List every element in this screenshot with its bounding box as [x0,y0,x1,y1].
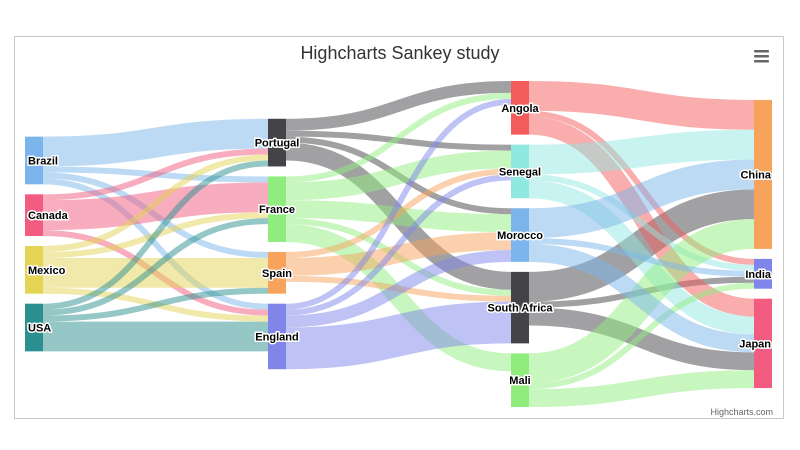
link-france-to-angola[interactable] [285,92,512,183]
chart-container: Highcharts Sankey study Brazil Canada Mexi… [14,36,784,419]
node-france[interactable] [268,176,286,242]
link-canada-to-portugal[interactable] [42,148,269,201]
link-mali-to-india[interactable] [528,282,755,390]
node-label-canada: Canada [28,210,69,222]
link-morocco-to-china[interactable] [528,159,755,239]
node-label-portugal: Portugal [255,138,300,150]
node-label-spain: Spain [262,268,292,280]
node-label-france: France [259,204,295,216]
sankey-chart: Highcharts Sankey study Brazil Canada Mexi… [25,43,774,417]
node-label-mexico: Mexico [28,265,66,277]
node-label-india: India [745,269,772,281]
chart-title: Highcharts Sankey study [300,43,499,63]
node-mexico[interactable] [25,246,43,294]
link-angola-to-japan[interactable] [528,116,755,317]
link-england-to-senegal[interactable] [285,174,512,316]
node-mali[interactable] [511,353,529,407]
link-england-to-morocco[interactable] [285,249,512,328]
node-label-south-africa: South Africa [488,303,554,315]
links-layer [42,80,755,408]
link-mali-to-japan[interactable] [528,370,755,408]
node-china[interactable] [754,99,772,249]
node-south-africa[interactable] [511,271,529,344]
node-senegal[interactable] [511,144,529,199]
link-brazil-to-england[interactable] [42,178,269,310]
link-usa-to-spain[interactable] [42,287,269,322]
node-label-mali: Mali [509,375,530,387]
link-england-to-south-africa[interactable] [285,301,512,370]
node-label-senegal: Senegal [499,166,541,178]
node-brazil[interactable] [25,136,43,185]
nodes-layer [25,81,772,407]
credits-link[interactable]: Highcharts.com [710,407,773,417]
node-spain[interactable] [268,251,286,294]
node-portugal[interactable] [268,118,286,167]
link-usa-to-france[interactable] [42,218,269,316]
link-morocco-to-japan[interactable] [528,244,755,353]
labels-layer: Brazil Canada Mexico USA Portugal France Spain… [27,101,774,388]
link-senegal-to-china[interactable] [528,129,755,175]
node-usa[interactable] [25,303,43,352]
node-label-angola: Angola [501,103,539,115]
node-angola[interactable] [511,81,529,135]
node-label-japan: Japan [739,338,771,350]
node-england[interactable] [268,303,286,370]
node-label-usa: USA [28,323,51,335]
link-morocco-to-india[interactable] [528,238,755,277]
link-france-to-senegal[interactable] [285,150,512,201]
node-label-morocco: Morocco [497,230,543,242]
link-senegal-to-india[interactable] [528,174,755,271]
link-spain-to-morocco[interactable] [285,232,512,276]
hamburger-menu-icon[interactable] [751,47,771,67]
node-label-brazil: Brazil [28,155,58,167]
link-brazil-to-portugal[interactable] [42,118,269,167]
link-usa-to-portugal[interactable] [42,160,269,310]
node-japan[interactable] [754,298,772,389]
link-mexico-to-portugal[interactable] [42,154,269,252]
link-angola-to-china[interactable] [528,80,755,130]
link-portugal-to-angola[interactable] [285,80,512,131]
node-label-england: England [255,331,298,343]
link-spain-to-senegal[interactable] [285,168,512,258]
node-india[interactable] [754,258,772,289]
node-label-china: China [740,169,771,181]
node-morocco[interactable] [511,208,529,262]
link-england-to-angola[interactable] [285,98,512,310]
node-canada[interactable] [25,194,43,237]
link-france-to-mali[interactable] [285,224,512,372]
